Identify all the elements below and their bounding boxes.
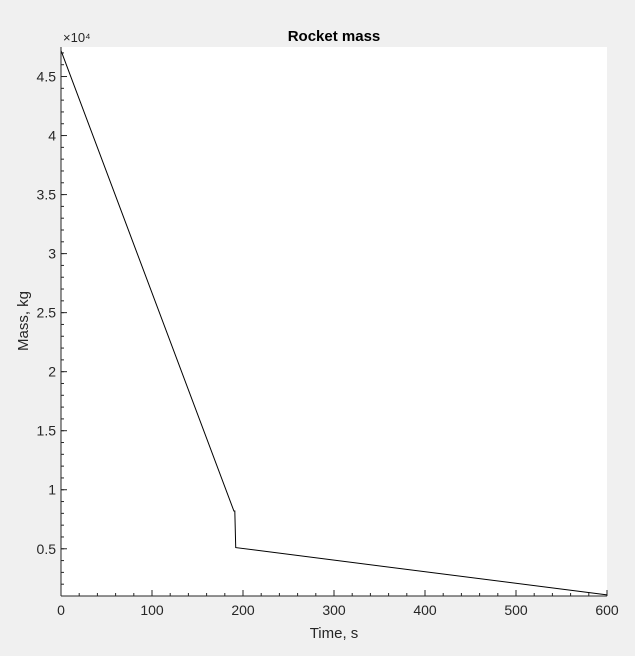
y-exponent-label: ×10⁴ [63, 30, 91, 45]
series-line [60, 50, 608, 596]
x-tick-label: 300 [322, 602, 346, 618]
x-tick-label: 600 [595, 602, 619, 618]
y-tick-label: 4.5 [37, 69, 57, 85]
chart-title: Rocket mass [288, 28, 381, 45]
major-ticks [60, 76, 608, 596]
x-tick-label: 200 [231, 602, 255, 618]
x-tick-label: 100 [140, 602, 164, 618]
x-axis-label: Time, s [310, 625, 359, 642]
y-tick-label: 0.5 [37, 541, 57, 557]
y-tick-label: 1 [48, 482, 56, 498]
y-tick-labels: 0.5 1 1.5 2 2.5 3 3.5 4 4.5 [37, 69, 57, 557]
y-tick-label: 1.5 [37, 423, 57, 439]
x-tick-labels: 0 100 200 300 400 500 600 [57, 602, 619, 618]
plot-area [61, 47, 607, 596]
y-tick-label: 3 [48, 246, 56, 262]
x-tick-label: 400 [413, 602, 437, 618]
y-tick-label: 2 [48, 364, 56, 380]
y-tick-label: 3.5 [37, 187, 57, 203]
y-axis-label: Mass, kg [15, 291, 32, 351]
y-tick-label: 4 [48, 128, 56, 144]
x-tick-label: 500 [504, 602, 528, 618]
x-tick-label: 0 [57, 602, 65, 618]
y-tick-label: 2.5 [37, 305, 57, 321]
